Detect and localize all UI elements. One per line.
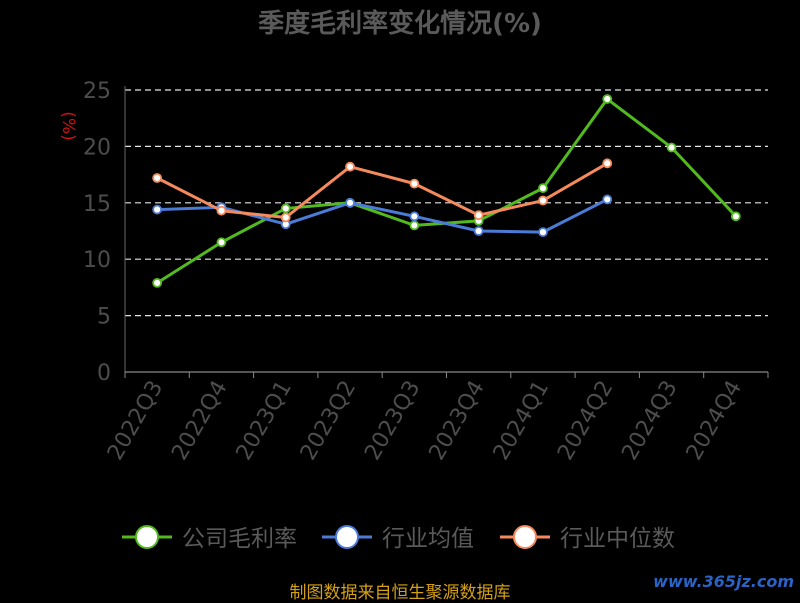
legend-label: 公司毛利率 [182,526,297,552]
chart-title: 季度毛利率变化情况(%) [258,8,542,39]
data-point [538,183,548,194]
x-tick-label: 2022Q4 [167,377,232,465]
legend-label: 行业中位数 [560,526,675,552]
legend-swatch-marker [135,525,159,549]
series-line-1 [157,198,608,234]
x-tick-label: 2022Q3 [103,377,168,465]
series-line-0 [156,97,737,285]
data-point [730,211,741,222]
y-tick-label: 25 [83,79,111,104]
data-point [602,158,613,169]
y-tick-label: 5 [97,305,111,330]
data-point [409,178,420,189]
data-point [409,220,420,231]
data-point [216,205,227,216]
data-point [602,194,613,205]
x-tick-label: 2024Q1 [489,377,554,465]
data-point [666,142,677,153]
data-point [473,210,484,221]
y-axis-unit-label: (%) [58,111,78,140]
legend-swatch-marker [513,525,537,549]
y-tick-label: 0 [97,361,111,386]
source-note: 制图数据来自恒生聚源数据库 [289,583,511,603]
data-point [152,277,163,288]
legend: 公司毛利率 行业均值 行业中位数 [122,525,675,552]
data-point [602,94,613,104]
data-point [538,195,548,206]
x-tick-label: 2023Q3 [360,377,425,465]
data-point [345,197,355,208]
data-point [473,226,484,236]
data-point [216,237,227,248]
y-tick-label: 20 [83,135,111,160]
x-tick-label: 2023Q2 [296,377,361,465]
x-tick-label: 2024Q2 [553,377,618,465]
y-tick-label: 10 [83,248,111,273]
data-point [409,211,420,222]
data-point [280,212,291,223]
x-tick-label: 2024Q4 [682,377,747,465]
y-tick-label: 15 [83,192,111,217]
data-point [345,161,355,172]
data-point [152,204,163,215]
watermark: www.365jz.com [653,572,794,591]
x-tick-label: 2024Q3 [617,377,682,465]
series-line-2 [156,162,609,219]
x-tick-label: 2023Q1 [232,377,297,465]
data-point [538,227,548,238]
plot-area: 0 5 10 15 20 25 2022Q32022Q42023Q12023Q22023Q3… [83,79,769,465]
data-point [152,173,163,183]
data-point [280,203,291,214]
legend-label: 行业均值 [382,526,474,552]
x-tick-label: 2023Q4 [425,377,490,465]
legend-swatch-marker [335,525,359,549]
